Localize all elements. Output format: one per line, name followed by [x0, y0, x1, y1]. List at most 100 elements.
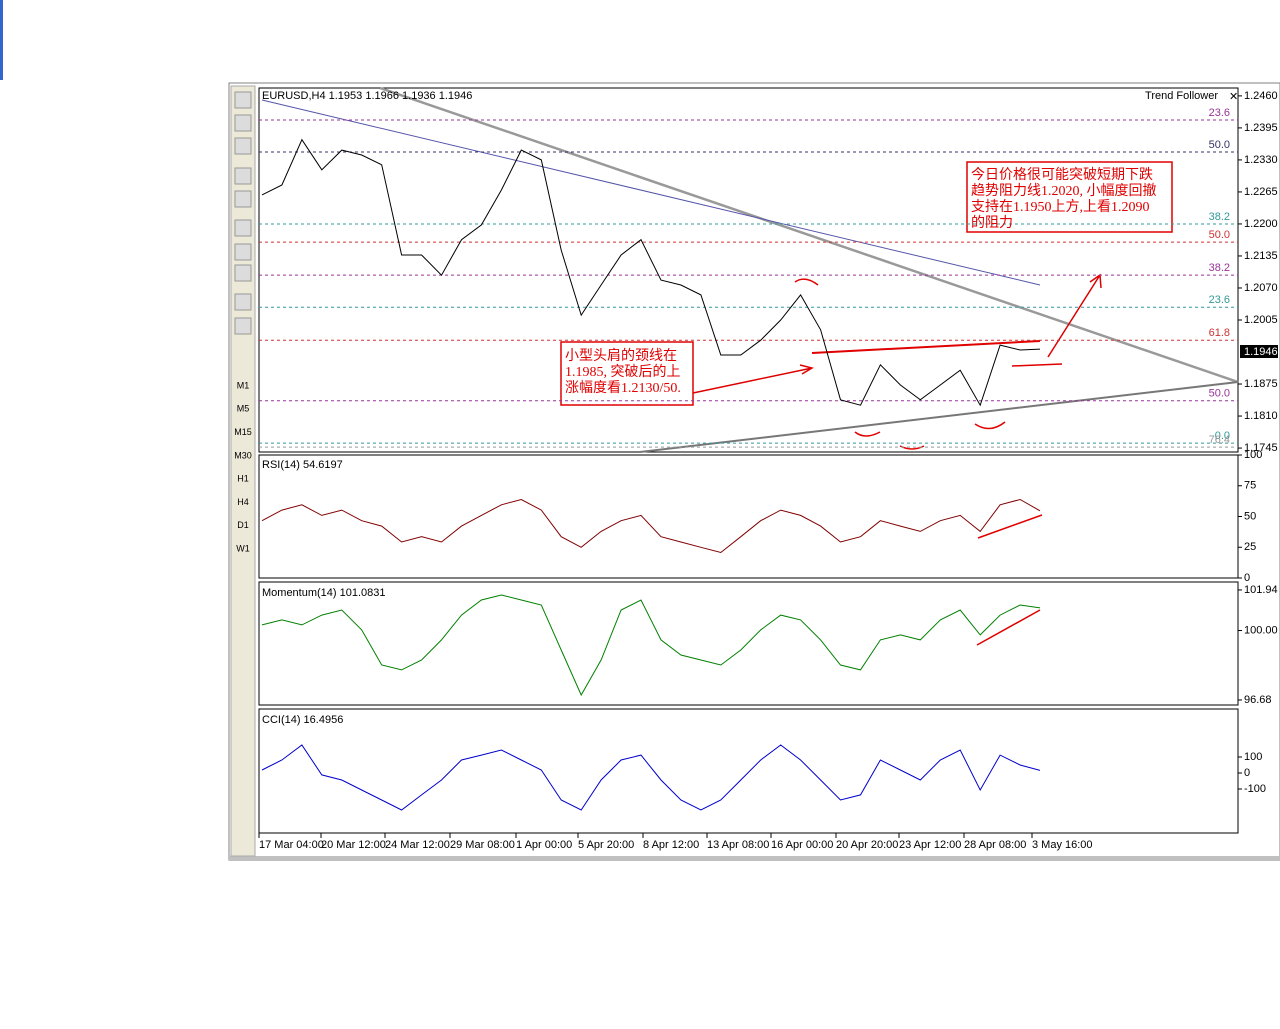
- moving-average: [261, 99, 1041, 286]
- indicator-name: Trend Follower: [1145, 90, 1218, 102]
- timeframe-button[interactable]: D1: [237, 520, 249, 530]
- x-tick-label: 5 Apr 20:00: [578, 839, 634, 851]
- fib-label: 0.0: [1215, 430, 1230, 442]
- timeframe-button[interactable]: M30: [234, 450, 252, 460]
- x-tick-label: 23 Apr 12:00: [899, 839, 961, 851]
- y-tick-label: 1.2265: [1244, 186, 1278, 198]
- y-tick-label: 0: [1244, 767, 1250, 779]
- annotation-text: 趋势阻力线1.2020, 小幅度回撤: [971, 183, 1157, 199]
- trendline: [379, 86, 1239, 384]
- price-tag: [1240, 345, 1278, 358]
- indicator-title: Momentum(14) 101.0831: [262, 587, 386, 599]
- current-price: 1.1946: [1244, 346, 1278, 358]
- trendline: [639, 381, 1239, 453]
- close-button[interactable]: ✕: [1229, 91, 1238, 103]
- timeframe-button[interactable]: H1: [237, 474, 249, 484]
- x-tick-label: 3 May 16:00: [1032, 839, 1093, 851]
- timeframe-button[interactable]: M15: [234, 427, 252, 437]
- x-tick-label: 24 Mar 12:00: [385, 839, 450, 851]
- y-tick-label: 1.2135: [1244, 250, 1278, 262]
- tool-button[interactable]: [234, 264, 252, 282]
- y-tick-label: 1.2070: [1244, 282, 1278, 294]
- series-line: [261, 498, 1041, 554]
- drawings: [261, 86, 1239, 646]
- y-tick-label: 96.68: [1244, 694, 1272, 706]
- y-tick-label: 75: [1244, 480, 1256, 492]
- toolbar: [230, 85, 256, 857]
- x-tick-label: 17 Mar 04:00: [259, 839, 324, 851]
- x-tick-label: 28 Apr 08:00: [964, 839, 1026, 851]
- y-tick-label: 1.2395: [1244, 122, 1278, 134]
- tool-button[interactable]: [234, 190, 252, 208]
- tool-button[interactable]: [234, 243, 252, 261]
- annotation-text: 涨幅度看1.2130/50.: [565, 380, 681, 396]
- y-tick-label: 0: [1244, 572, 1250, 584]
- y-tick-label: -100: [1244, 783, 1266, 795]
- neckline: [811, 340, 1041, 354]
- y-tick-label: 1.1745: [1244, 442, 1278, 454]
- note-box: [560, 341, 694, 406]
- y-tick-label: 100.00: [1244, 624, 1278, 636]
- pattern-mark: [794, 278, 1006, 450]
- fib-label: 61.8: [1209, 327, 1230, 339]
- annotation-text: 支持在1.1950上方,上看1.2090: [971, 199, 1150, 215]
- fib-label: 50.0: [1209, 139, 1230, 151]
- y-tick-label: 1.2460: [1244, 90, 1278, 102]
- main-frame: [258, 87, 1239, 453]
- x-tick-label: 20 Apr 20:00: [836, 839, 898, 851]
- y-tick-label: 101.94: [1244, 584, 1278, 596]
- indicator-title: CCI(14) 16.4956: [262, 714, 343, 726]
- series-line: [261, 744, 1041, 811]
- tool-button[interactable]: [234, 114, 252, 132]
- annotation-text: 小型头肩的颈线在: [565, 348, 677, 364]
- y-tick-label: 1.1875: [1244, 378, 1278, 390]
- x-tick-label: 13 Apr 08:00: [707, 839, 769, 851]
- y-tick-label: 25: [1244, 541, 1256, 553]
- x-tick-label: 20 Mar 12:00: [321, 839, 386, 851]
- fib-label: 38.2: [1209, 211, 1230, 223]
- y-tick-label: 1.2200: [1244, 218, 1278, 230]
- timeframe-button[interactable]: M1: [237, 380, 250, 390]
- y-tick-label: 100: [1244, 751, 1262, 763]
- tool-button[interactable]: [234, 137, 252, 155]
- fib-label: 76.4: [1209, 434, 1230, 446]
- y-tick-label: 1.2330: [1244, 154, 1278, 166]
- x-tick-label: 16 Apr 00:00: [771, 839, 833, 851]
- tool-button[interactable]: [234, 293, 252, 311]
- x-tick-label: 1 Apr 00:00: [516, 839, 572, 851]
- symbol-header: EURUSD,H4 1.1953 1.1966 1.1936 1.1946: [262, 90, 472, 102]
- shoulder-mark: [1011, 363, 1063, 367]
- tool-button[interactable]: [234, 317, 252, 335]
- annotation-text: 1.1985, 突破后的上: [565, 364, 681, 380]
- cci-frame: [258, 708, 1239, 834]
- y-tick-label: 1.2005: [1244, 314, 1278, 326]
- tool-button[interactable]: [234, 91, 252, 109]
- fib-label: 23.6: [1209, 107, 1230, 119]
- tool-button[interactable]: [234, 167, 252, 185]
- fib-label: 38.2: [1209, 262, 1230, 274]
- timeframe-button[interactable]: H4: [237, 497, 249, 507]
- timeframe-button[interactable]: W1: [236, 543, 250, 553]
- indicator-title: RSI(14) 54.6197: [262, 459, 343, 471]
- x-tick-label: 29 Mar 08:00: [450, 839, 515, 851]
- window: [228, 82, 1280, 861]
- timeframe-button[interactable]: M5: [237, 404, 250, 414]
- y-tick-label: 1.1810: [1244, 410, 1278, 422]
- arrow: [692, 364, 814, 394]
- note-box: [966, 161, 1173, 233]
- momentum-frame: [258, 581, 1239, 706]
- fib-label: 23.6: [1209, 294, 1230, 306]
- y-tick-label: 50: [1244, 510, 1256, 522]
- divergence-line: [976, 514, 1043, 646]
- edge: [0, 0, 3, 80]
- y-tick-label: 100: [1244, 449, 1262, 461]
- series-line: [261, 594, 1041, 697]
- series-line: [261, 138, 1041, 407]
- scrollbar: [229, 856, 1280, 860]
- fib-label: 50.0: [1209, 229, 1230, 241]
- x-tick-label: 8 Apr 12:00: [643, 839, 699, 851]
- annotation-text: 今日价格很可能突破短期下跌: [971, 167, 1153, 183]
- tool-button[interactable]: [234, 219, 252, 237]
